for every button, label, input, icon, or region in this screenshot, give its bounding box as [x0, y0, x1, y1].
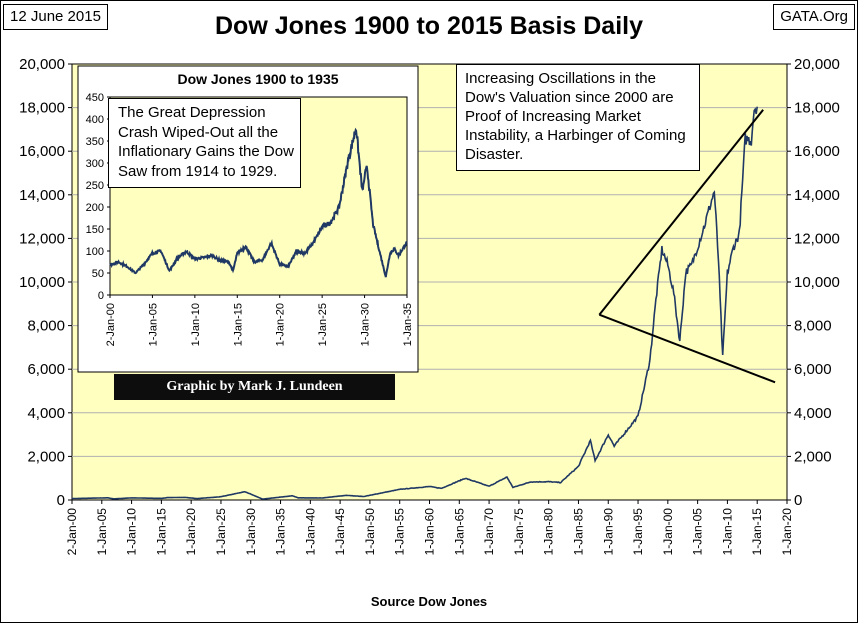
- x-tick-label: 1-Jan-20: [184, 508, 198, 556]
- y2-tick-label: 12,000: [794, 230, 840, 247]
- x-tick-label: 1-Jan-40: [303, 508, 317, 556]
- lower-trend-line: [598, 313, 776, 384]
- x-tick-label: 1-Jan-95: [631, 508, 645, 556]
- inset-chart-title: Dow Jones 1900 to 1935: [177, 71, 339, 87]
- y2-tick-label: 4,000: [794, 405, 832, 422]
- x-tick-label: 1-Jan-55: [393, 508, 407, 556]
- x-tick-label: 1-Jan-05: [691, 508, 705, 556]
- y-tick-label: 6,000: [27, 361, 65, 378]
- x-tick-label: 1-Jan-70: [482, 508, 496, 556]
- x-tick-label: 1-Jan-30: [244, 508, 258, 556]
- inset-x-tick-label: 1-Jan-30: [360, 303, 372, 346]
- inset-y-tick-label: 200: [86, 202, 104, 214]
- date-label: 12 June 2015: [3, 4, 108, 30]
- inset-x-tick-label: 1-Jan-20: [275, 303, 287, 346]
- y-tick-label: 2,000: [27, 448, 65, 465]
- x-tick-label: 1-Jan-20: [780, 508, 794, 556]
- dow-series-line: [71, 106, 758, 500]
- inset-y-tick-label: 150: [86, 224, 104, 236]
- x-tick-label: 1-Jan-10: [720, 508, 734, 556]
- y2-tick-label: 2,000: [794, 448, 832, 465]
- x-tick-label: 1-Jan-35: [274, 508, 288, 556]
- x-tick-label: 1-Jan-15: [154, 508, 168, 556]
- y-tick-label: 20,000: [19, 56, 65, 73]
- upper-trend-line: [598, 109, 764, 316]
- x-tick-label: 1-Jan-65: [452, 508, 466, 556]
- x-tick-label: 1-Jan-00: [661, 508, 675, 556]
- inset-y-tick-label: 350: [86, 136, 104, 148]
- inset-x-tick-label: 1-Jan-15: [232, 303, 244, 346]
- y2-tick-label: 18,000: [794, 100, 840, 117]
- y2-tick-label: 20,000: [794, 56, 840, 73]
- source-label: GATA.Org: [773, 4, 855, 30]
- inset-x-tick-label: 1-Jan-05: [147, 303, 159, 346]
- inset-y-tick-label: 50: [92, 268, 104, 280]
- x-tick-label: 1-Jan-10: [125, 508, 139, 556]
- y-tick-label: 0: [57, 492, 65, 509]
- inset-x-tick-label: 1-Jan-25: [317, 303, 329, 346]
- y2-tick-label: 8,000: [794, 318, 832, 335]
- y-tick-label: 18,000: [19, 100, 65, 117]
- y2-tick-label: 16,000: [794, 143, 840, 160]
- y2-tick-label: 10,000: [794, 274, 840, 291]
- inset-x-tick-label: 2-Jan-00: [105, 303, 117, 346]
- y-tick-label: 4,000: [27, 405, 65, 422]
- annotation-box: Increasing Oscillations in the Dow's Val…: [456, 64, 700, 171]
- credit-label: Graphic by Mark J. Lundeen: [114, 374, 395, 400]
- x-tick-label: 1-Jan-85: [571, 508, 585, 556]
- x-tick-label: 2-Jan-00: [65, 508, 79, 556]
- inset-y-tick-label: 0: [98, 290, 104, 302]
- y-tick-label: 12,000: [19, 230, 65, 247]
- inset-y-tick-label: 300: [86, 158, 104, 170]
- chart-title: Dow Jones 1900 to 2015 Basis Daily: [215, 12, 643, 40]
- x-tick-label: 1-Jan-15: [750, 508, 764, 556]
- x-tick-label: 1-Jan-25: [214, 508, 228, 556]
- x-tick-label: 1-Jan-45: [333, 508, 347, 556]
- inset-dow-series-line: [109, 127, 408, 278]
- inset-y-tick-label: 250: [86, 180, 104, 192]
- y2-tick-label: 14,000: [794, 187, 840, 204]
- x-axis-title: Source Dow Jones: [370, 594, 488, 609]
- inset-annotation-box: The Great Depression Crash Wiped-Out all…: [108, 98, 301, 188]
- inset-y-tick-label: 400: [86, 114, 104, 126]
- y-tick-label: 10,000: [19, 274, 65, 291]
- x-tick-label: 1-Jan-05: [95, 508, 109, 556]
- y2-tick-label: 6,000: [794, 361, 832, 378]
- x-tick-label: 1-Jan-75: [512, 508, 526, 556]
- y-tick-label: 14,000: [19, 187, 65, 204]
- x-tick-label: 1-Jan-80: [542, 508, 556, 556]
- x-tick-label: 1-Jan-60: [423, 508, 437, 556]
- y-tick-label: 8,000: [27, 318, 65, 335]
- y2-tick-label: 0: [794, 492, 802, 509]
- inset-y-tick-label: 100: [86, 246, 104, 258]
- x-tick-label: 1-Jan-90: [601, 508, 615, 556]
- inset-x-tick-label: 1-Jan-10: [190, 303, 202, 346]
- inset-x-tick-label: 1-Jan-35: [402, 303, 414, 346]
- y-tick-label: 16,000: [19, 143, 65, 160]
- inset-y-tick-label: 450: [86, 92, 104, 104]
- x-tick-label: 1-Jan-50: [363, 508, 377, 556]
